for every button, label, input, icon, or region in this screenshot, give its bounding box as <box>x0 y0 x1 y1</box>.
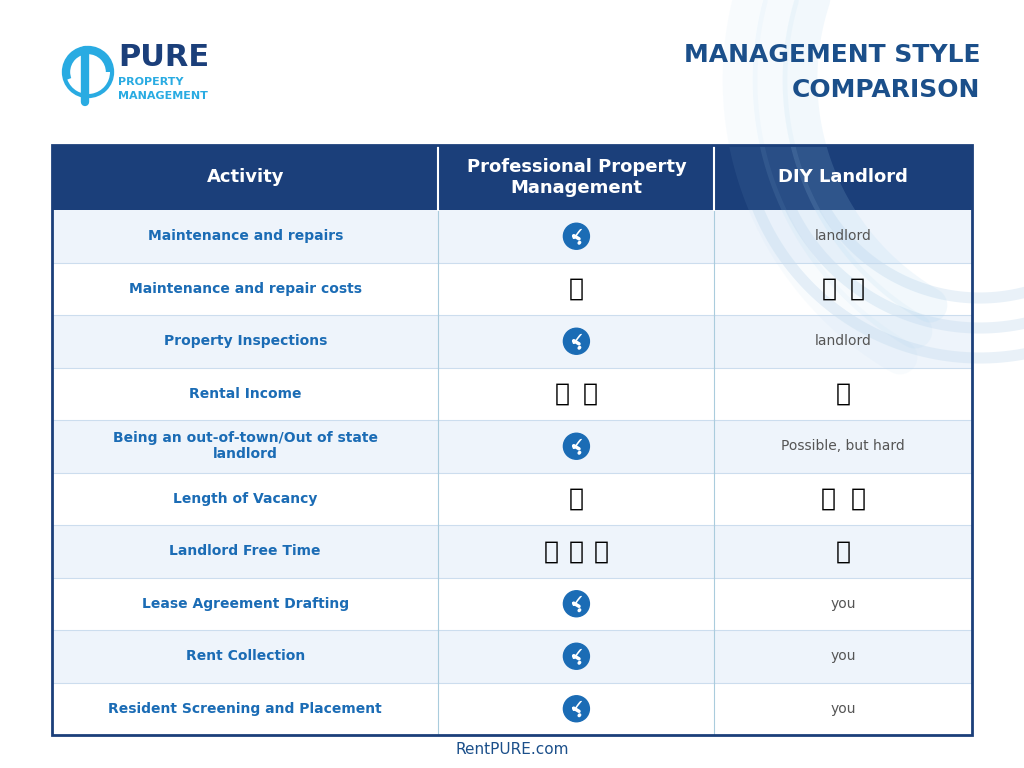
Bar <box>52 145 972 735</box>
Text: you: you <box>830 702 856 716</box>
Text: 💰: 💰 <box>836 382 851 406</box>
Circle shape <box>563 591 590 617</box>
Text: ✓: ✓ <box>568 435 585 455</box>
Bar <box>52 263 972 315</box>
Text: Possible, but hard: Possible, but hard <box>781 439 905 453</box>
Text: MANAGEMENT STYLE: MANAGEMENT STYLE <box>683 43 980 67</box>
Text: ⏳: ⏳ <box>544 539 559 563</box>
Text: ✓: ✓ <box>568 698 585 717</box>
Text: landlord: landlord <box>815 230 871 243</box>
Text: PURE: PURE <box>118 44 209 72</box>
Bar <box>52 420 972 472</box>
Bar <box>52 315 972 368</box>
Text: ⏳: ⏳ <box>820 487 836 511</box>
Wedge shape <box>68 72 110 94</box>
Circle shape <box>563 644 590 669</box>
Text: Activity: Activity <box>207 168 284 187</box>
Bar <box>52 683 972 735</box>
Text: Landlord Free Time: Landlord Free Time <box>169 545 321 558</box>
Text: you: you <box>830 597 856 611</box>
Text: ⏳: ⏳ <box>569 539 584 563</box>
Text: Maintenance and repair costs: Maintenance and repair costs <box>129 282 361 296</box>
Text: ⏳: ⏳ <box>851 487 865 511</box>
Text: PROPERTY: PROPERTY <box>118 77 183 87</box>
Text: Length of Vacancy: Length of Vacancy <box>173 492 317 506</box>
Text: Rent Collection: Rent Collection <box>185 649 305 664</box>
Bar <box>52 578 972 630</box>
Text: 💰: 💰 <box>583 382 598 406</box>
Circle shape <box>563 696 590 722</box>
Circle shape <box>563 433 590 459</box>
Bar <box>52 145 972 210</box>
Text: ⏳: ⏳ <box>594 539 609 563</box>
Text: DIY Landlord: DIY Landlord <box>778 168 908 187</box>
Text: Lease Agreement Drafting: Lease Agreement Drafting <box>141 597 349 611</box>
Text: ✓: ✓ <box>568 593 585 612</box>
Text: Maintenance and repairs: Maintenance and repairs <box>147 230 343 243</box>
Bar <box>52 525 972 578</box>
Text: 💰: 💰 <box>555 382 570 406</box>
Text: MANAGEMENT: MANAGEMENT <box>118 91 208 101</box>
Bar <box>52 630 972 683</box>
Bar <box>52 368 972 420</box>
Text: 💰: 💰 <box>850 276 864 301</box>
Text: ✓: ✓ <box>568 226 585 245</box>
Bar <box>52 472 972 525</box>
Text: Being an out-of-town/Out of state
landlord: Being an out-of-town/Out of state landlo… <box>113 431 378 462</box>
Circle shape <box>563 223 590 250</box>
Text: ⏳: ⏳ <box>836 539 851 563</box>
Text: you: you <box>830 649 856 664</box>
Text: 💰: 💰 <box>569 276 584 301</box>
Text: Rental Income: Rental Income <box>189 387 301 401</box>
Text: ✓: ✓ <box>568 646 585 665</box>
Text: 💰: 💰 <box>821 276 837 301</box>
Text: ⏳: ⏳ <box>569 487 584 511</box>
Text: Professional Property
Management: Professional Property Management <box>467 158 686 197</box>
Text: ✓: ✓ <box>568 331 585 349</box>
Text: Resident Screening and Placement: Resident Screening and Placement <box>109 702 382 716</box>
Text: landlord: landlord <box>815 334 871 348</box>
Text: COMPARISON: COMPARISON <box>792 78 980 102</box>
Circle shape <box>563 328 590 354</box>
Text: Property Inspections: Property Inspections <box>164 334 327 348</box>
Bar <box>52 210 972 263</box>
Text: RentPURE.com: RentPURE.com <box>456 743 568 757</box>
